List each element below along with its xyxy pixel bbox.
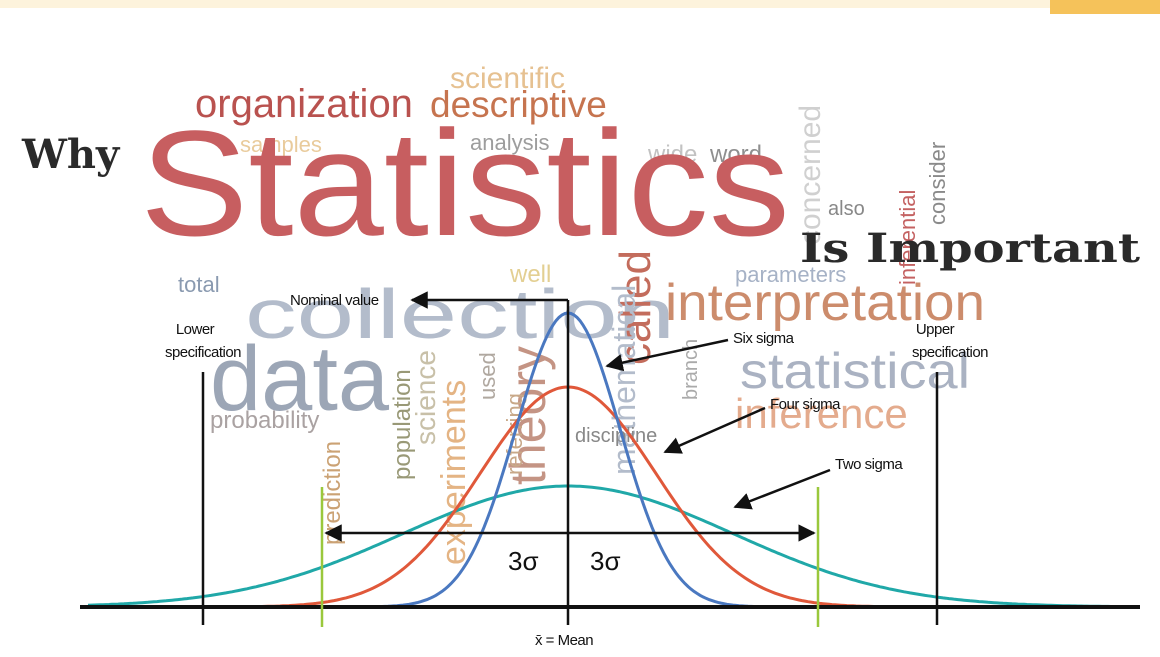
corner-tab — [1050, 0, 1160, 14]
label: Nominal value — [290, 292, 379, 309]
cloud-word: used — [475, 352, 500, 400]
top-strip — [0, 0, 1160, 8]
label: specification — [912, 344, 988, 361]
illustration: scientific organization descriptive anal… — [0, 0, 1160, 657]
label: Six sigma — [733, 330, 795, 347]
title-prefix: Why — [21, 131, 121, 178]
arrow — [735, 470, 830, 507]
main-title: Statistics — [140, 99, 790, 267]
cloud-word: consider — [925, 142, 950, 225]
cloud-word: science — [410, 350, 441, 445]
label: Upper — [916, 321, 955, 338]
label: Four sigma — [770, 396, 841, 413]
cloud-word: also — [828, 198, 865, 220]
label: Two sigma — [835, 456, 903, 473]
span-label: 3σ — [590, 546, 621, 576]
cloud-word: discipline — [575, 425, 657, 447]
cloud-word: probability — [210, 407, 319, 434]
cloud-word: total — [178, 272, 220, 297]
mean-label: x̄ = Mean — [535, 632, 593, 649]
label: specification — [165, 344, 241, 361]
label: Lower — [176, 321, 215, 338]
cloud-word: concerned — [794, 105, 827, 245]
span-label: 3σ — [508, 546, 539, 576]
title-suffix: Is Important — [800, 225, 1141, 272]
